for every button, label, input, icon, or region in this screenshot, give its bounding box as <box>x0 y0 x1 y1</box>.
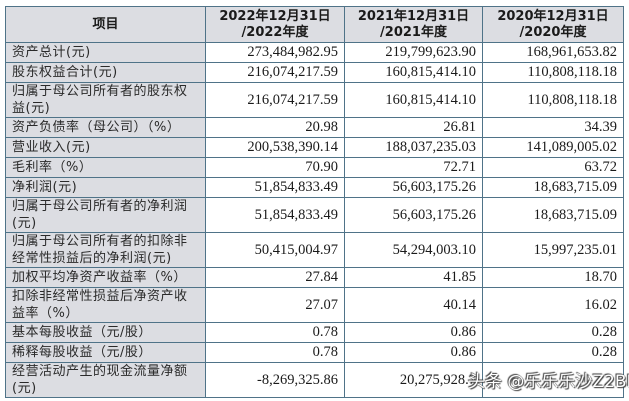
cell-2020: 34.39 <box>482 117 624 138</box>
cell-2021: 56,603,175.26 <box>344 177 483 198</box>
header-2020-date: 2020年12月31日 <box>497 8 609 24</box>
cell-2022: 216,074,217.59 <box>205 62 345 83</box>
cell-2020: 16.02 <box>482 287 624 323</box>
cell-2021: 20,275,928.7 <box>344 362 483 398</box>
cell-2022: 216,074,217.59 <box>205 82 345 118</box>
cell-2020: 110,808,118.18 <box>482 82 624 118</box>
table-row: 归属于母公司所有者的扣除非经常性损益后的净利润(元) 50,415,004.97… <box>5 232 624 268</box>
cell-2020: 18,683,715.09 <box>482 197 624 233</box>
header-2022-year: /2022年度 <box>241 24 309 40</box>
cell-2021: 40.14 <box>344 287 483 323</box>
table-row: 加权平均净资产收益率（%） 27.84 41.85 18.70 <box>5 267 624 288</box>
cell-2020: 18.70 <box>482 267 624 288</box>
table-row: 营业收入(元) 200,538,390.14 188,037,235.03 14… <box>5 137 624 158</box>
financial-table-container: 项目 2022年12月31日/2022年度 2021年12月31日/2021年度… <box>5 6 624 398</box>
cell-2020: 0.28 <box>482 322 624 343</box>
cell-2022: 0.78 <box>205 342 345 363</box>
header-2020-year: /2020年度 <box>519 24 587 40</box>
cell-2021: 0.86 <box>344 342 483 363</box>
cell-2020: 141,089,005.02 <box>482 137 624 158</box>
row-label: 加权平均净资产收益率（%） <box>5 267 206 288</box>
cell-2022: 27.07 <box>205 287 345 323</box>
table-row: 扣除非经常性损益后净资产收益率（%） 27.07 40.14 16.02 <box>5 287 624 323</box>
cell-2021: 26.81 <box>344 117 483 138</box>
cell-2021: 54,294,003.10 <box>344 232 483 268</box>
header-2022: 2022年12月31日/2022年度 <box>205 6 345 43</box>
table-row: 稀释每股收益（元/股） 0.78 0.86 0.28 <box>5 342 624 363</box>
table-row: 归属于母公司所有者的净利润(元) 51,854,833.49 56,603,17… <box>5 197 624 233</box>
cell-2021: 72.71 <box>344 157 483 178</box>
cell-2021: 188,037,235.03 <box>344 137 483 158</box>
header-2022-date: 2022年12月31日 <box>219 8 331 24</box>
cell-2022: -8,269,325.86 <box>205 362 345 398</box>
cell-2022: 51,854,833.49 <box>205 177 345 198</box>
header-2021-date: 2021年12月31日 <box>357 8 470 24</box>
cell-2021: 41.85 <box>344 267 483 288</box>
cell-2021: 0.86 <box>344 322 483 343</box>
table-row: 股东权益合计(元) 216,074,217.59 160,815,414.10 … <box>5 62 624 83</box>
financial-summary-table: 项目 2022年12月31日/2022年度 2021年12月31日/2021年度… <box>5 6 624 398</box>
table-row: 经营活动产生的现金流量净额(元) -8,269,325.86 20,275,92… <box>5 362 624 398</box>
cell-2020: 168,961,653.82 <box>482 42 624 63</box>
cell-2021: 160,815,414.10 <box>344 82 483 118</box>
row-label: 扣除非经常性损益后净资产收益率（%） <box>5 287 206 323</box>
row-label: 资产负债率（母公司）（%） <box>5 117 206 138</box>
row-label: 资产总计(元) <box>5 42 206 63</box>
table-row: 基本每股收益（元/股） 0.78 0.86 0.28 <box>5 322 624 343</box>
cell-2020: 15,997,235.01 <box>482 232 624 268</box>
header-item: 项目 <box>5 6 206 43</box>
header-row: 项目 2022年12月31日/2022年度 2021年12月31日/2021年度… <box>5 6 624 43</box>
table-row: 毛利率（%） 70.90 72.71 63.72 <box>5 157 624 178</box>
row-label: 净利润(元) <box>5 177 206 198</box>
cell-2020: 63.72 <box>482 157 624 178</box>
header-item-label: 项目 <box>92 16 119 32</box>
header-2020: 2020年12月31日/2020年度 <box>482 6 624 43</box>
cell-2020: 18,683,715.09 <box>482 177 624 198</box>
table-row: 净利润(元) 51,854,833.49 56,603,175.26 18,68… <box>5 177 624 198</box>
cell-2020: 0.28 <box>482 342 624 363</box>
row-label: 归属于母公司所有者的净利润(元) <box>5 197 206 233</box>
row-label: 股东权益合计(元) <box>5 62 206 83</box>
table-row: 资产负债率（母公司）（%） 20.98 26.81 34.39 <box>5 117 624 138</box>
table-row: 资产总计(元) 273,484,982.95 219,799,623.90 16… <box>5 42 624 63</box>
header-2021: 2021年12月31日/2021年度 <box>344 6 483 43</box>
cell-2021: 160,815,414.10 <box>344 62 483 83</box>
header-2021-year: /2021年度 <box>380 24 447 40</box>
cell-2022: 0.78 <box>205 322 345 343</box>
row-label: 经营活动产生的现金流量净额(元) <box>5 362 206 398</box>
cell-2022: 27.84 <box>205 267 345 288</box>
cell-2020 <box>482 362 624 398</box>
cell-2021: 219,799,623.90 <box>344 42 483 63</box>
row-label: 稀释每股收益（元/股） <box>5 342 206 363</box>
row-label: 归属于母公司所有者的股东权益(元) <box>5 82 206 118</box>
cell-2022: 200,538,390.14 <box>205 137 345 158</box>
row-label: 营业收入(元) <box>5 137 206 158</box>
row-label: 归属于母公司所有者的扣除非经常性损益后的净利润(元) <box>5 232 206 268</box>
cell-2022: 273,484,982.95 <box>205 42 345 63</box>
table-row: 归属于母公司所有者的股东权益(元) 216,074,217.59 160,815… <box>5 82 624 118</box>
cell-2022: 50,415,004.97 <box>205 232 345 268</box>
cell-2022: 51,854,833.49 <box>205 197 345 233</box>
cell-2021: 56,603,175.26 <box>344 197 483 233</box>
cell-2022: 70.90 <box>205 157 345 178</box>
cell-2020: 110,808,118.18 <box>482 62 624 83</box>
row-label: 基本每股收益（元/股） <box>5 322 206 343</box>
cell-2022: 20.98 <box>205 117 345 138</box>
row-label: 毛利率（%） <box>5 157 206 178</box>
